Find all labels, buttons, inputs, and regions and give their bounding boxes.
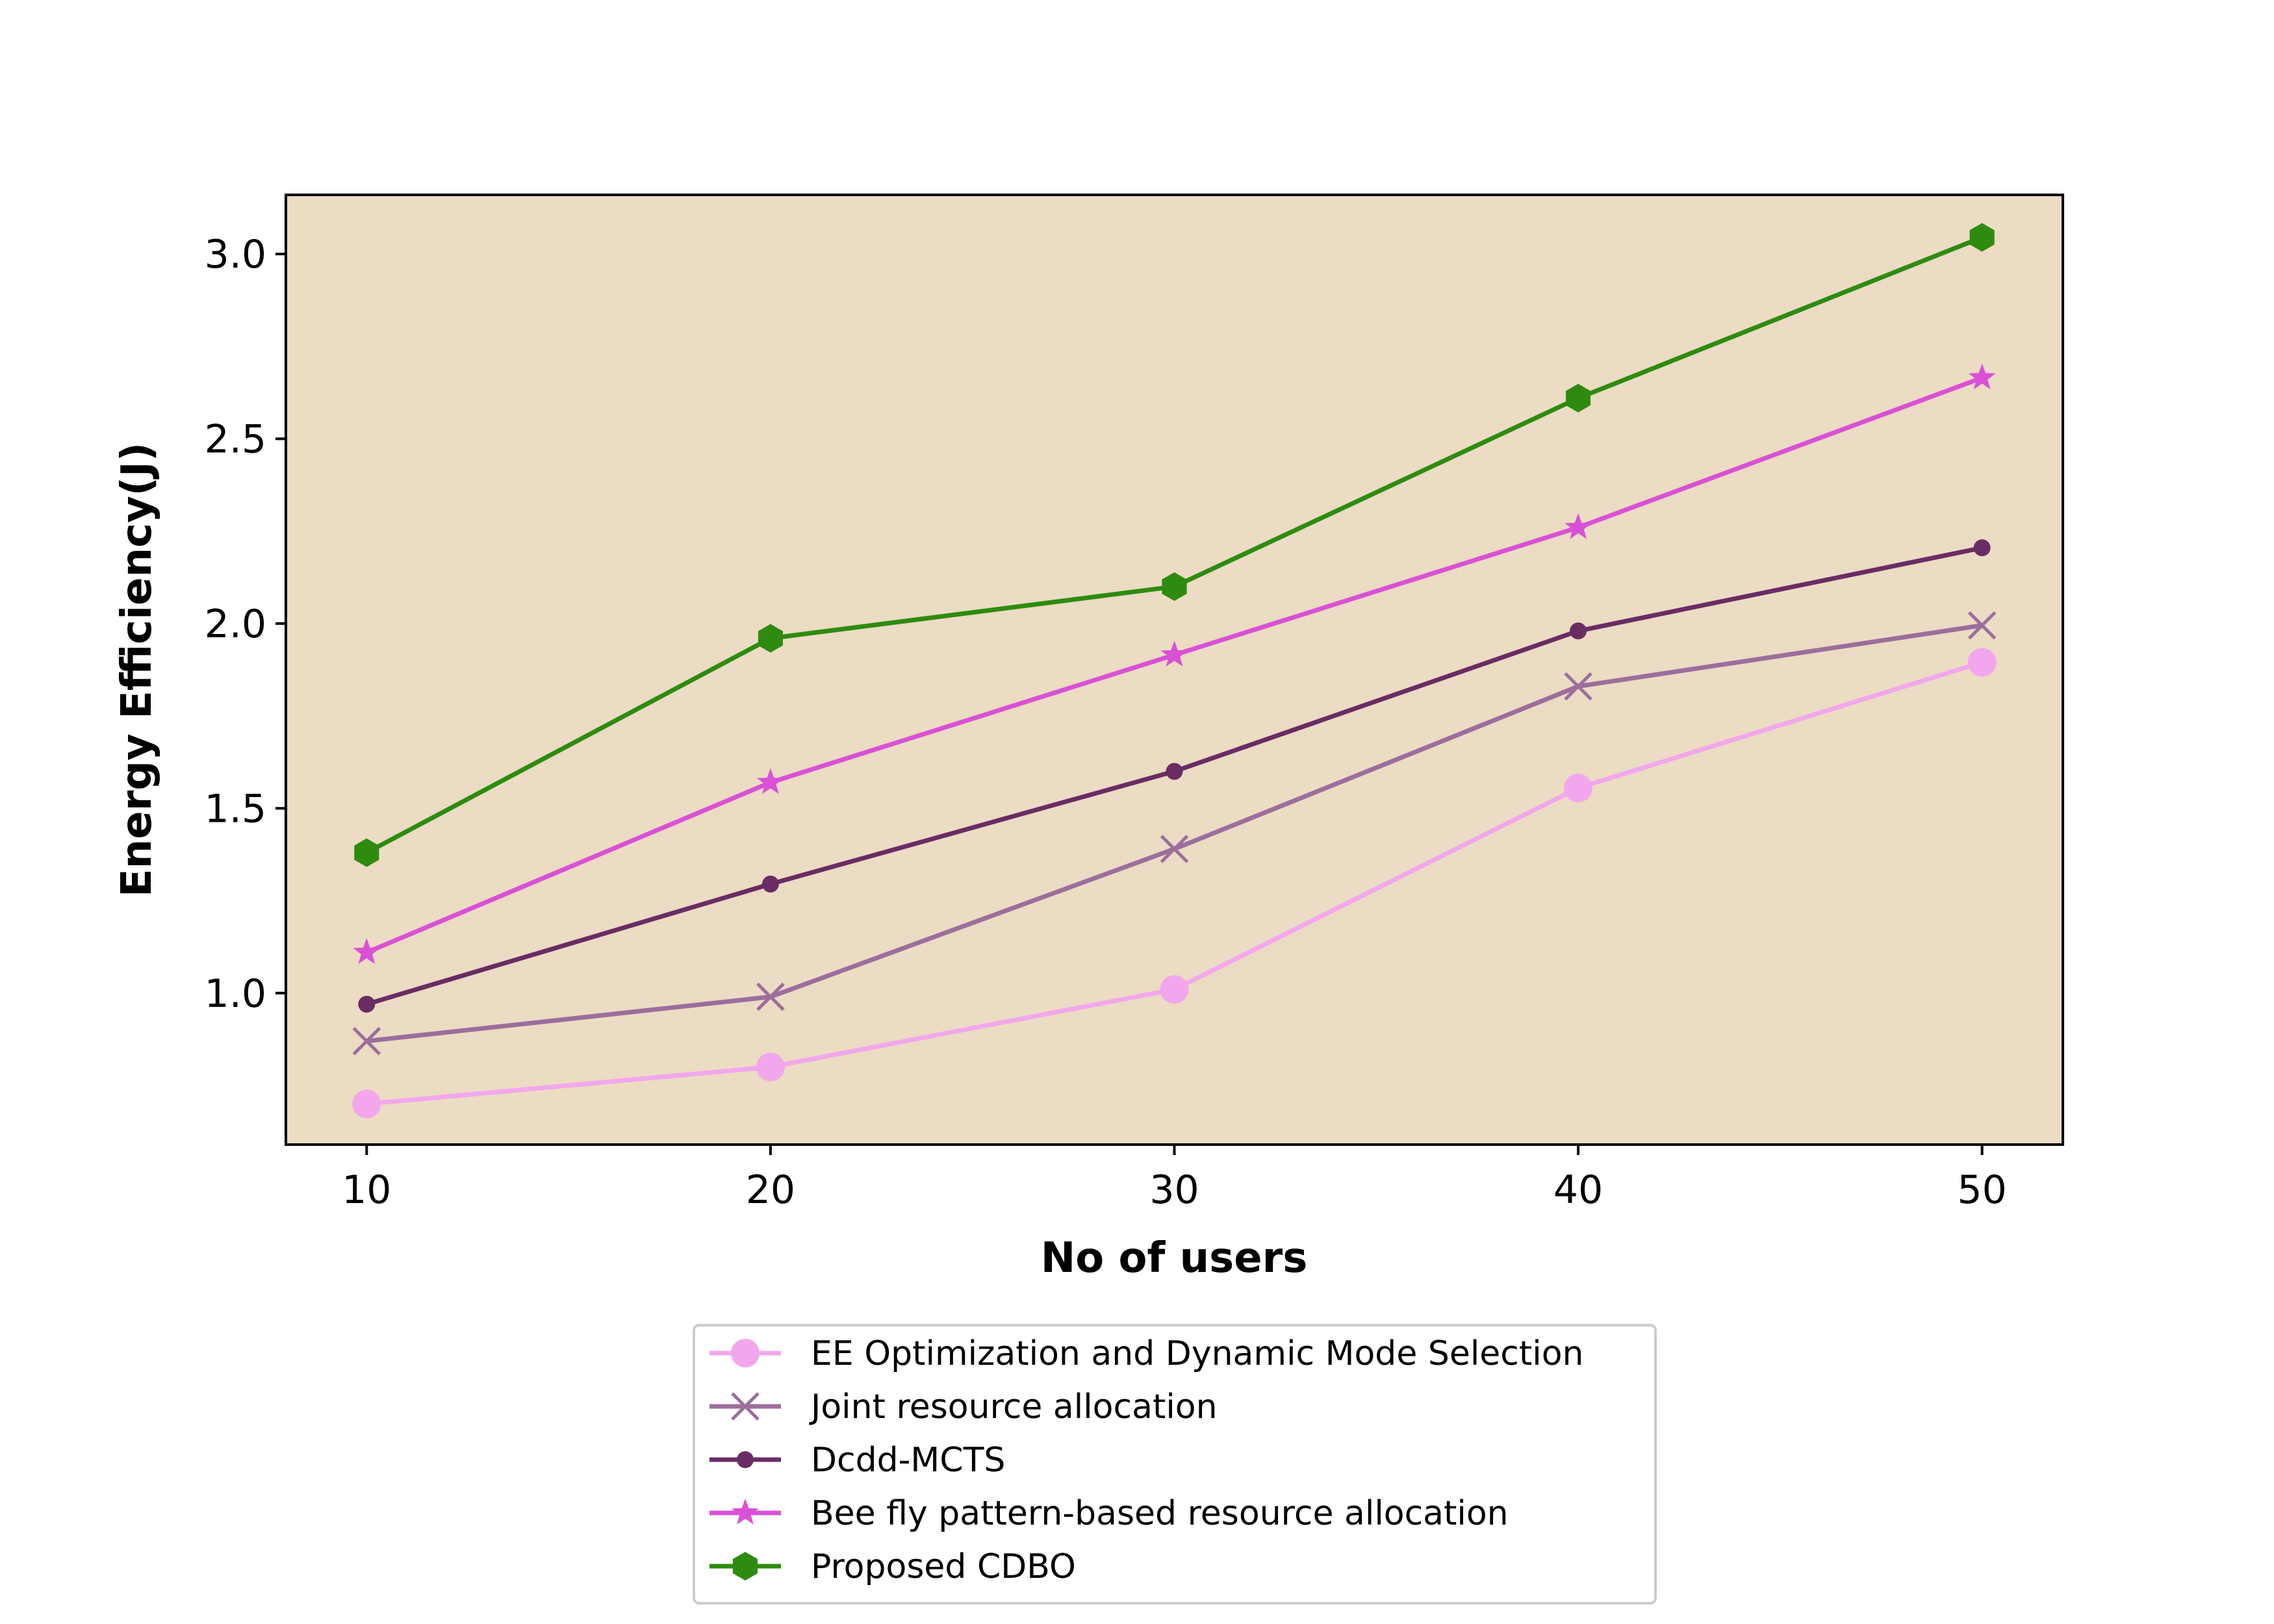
- x-tick-label: 50: [1958, 1167, 2007, 1213]
- data-point: [1969, 223, 1995, 252]
- legend-label: Joint resource allocation: [809, 1388, 1218, 1427]
- legend-label: Proposed CDBO: [811, 1547, 1076, 1586]
- y-tick-label: 1.5: [205, 786, 266, 831]
- legend-marker: [737, 1451, 754, 1468]
- data-point: [761, 875, 779, 893]
- x-tick-label: 30: [1149, 1167, 1199, 1213]
- y-axis-title: Energy Efficiency(J): [113, 442, 161, 897]
- legend-marker: [732, 1552, 758, 1580]
- series-3: [353, 363, 1996, 964]
- data-point: [1968, 363, 1996, 390]
- series-4: [354, 223, 1995, 867]
- data-point: [757, 768, 784, 794]
- series-1: [352, 611, 1997, 1056]
- legend-box: [693, 1324, 1657, 1605]
- data-point: [1166, 763, 1183, 780]
- legend-label: Dcdd-MCTS: [811, 1441, 1005, 1480]
- data-point: [1162, 572, 1187, 601]
- legend-marker: [731, 1339, 760, 1367]
- y-tick-label: 1.0: [205, 971, 266, 1017]
- data-point: [1967, 611, 1997, 640]
- data-point: [1565, 513, 1592, 539]
- data-point: [1160, 641, 1188, 666]
- series-2: [358, 539, 1991, 1013]
- data-point: [352, 1026, 381, 1056]
- legend: EE Optimization and Dynamic Mode Selecti…: [693, 1324, 1657, 1605]
- data-point: [353, 938, 381, 964]
- y-axis: 1.0 1.5 2.0 2.5 3.0: [205, 232, 286, 1017]
- data-point: [1160, 835, 1189, 863]
- data-point: [1564, 774, 1593, 803]
- y-tick-label: 2.5: [205, 416, 266, 462]
- y-tick-label: 3.0: [205, 232, 266, 277]
- legend-item: Proposed CDBO: [709, 1547, 1076, 1586]
- y-tick-label: 2.0: [205, 602, 266, 647]
- x-axis-title: No of users: [1041, 1234, 1308, 1282]
- data-point: [1967, 648, 1997, 677]
- series-layer: [352, 223, 1997, 1119]
- legend-item: Bee fly pattern-based resource allocatio…: [709, 1494, 1509, 1533]
- data-point: [352, 1089, 381, 1119]
- data-point: [756, 1052, 785, 1082]
- legend-item: Joint resource allocation: [709, 1388, 1218, 1427]
- data-point: [1160, 975, 1189, 1004]
- data-point: [354, 838, 379, 867]
- data-point: [358, 995, 376, 1013]
- x-tick-label: 20: [746, 1167, 795, 1213]
- data-point: [756, 982, 785, 1011]
- series-0: [352, 648, 1997, 1119]
- x-tick-label: 40: [1553, 1167, 1603, 1213]
- data-point: [1566, 383, 1591, 412]
- legend-label: Bee fly pattern-based resource allocatio…: [811, 1494, 1509, 1533]
- x-axis: 10 20 30 40 50: [342, 1145, 2007, 1213]
- data-point: [1570, 622, 1587, 640]
- legend-item: Dcdd-MCTS: [709, 1441, 1005, 1480]
- legend-label: EE Optimization and Dynamic Mode Selecti…: [811, 1334, 1583, 1373]
- legend-marker: [731, 1392, 760, 1421]
- data-point: [1564, 672, 1592, 701]
- data-point: [758, 624, 783, 653]
- legend-item: EE Optimization and Dynamic Mode Selecti…: [709, 1334, 1583, 1373]
- x-tick-label: 10: [342, 1167, 391, 1213]
- legend-marker: [732, 1499, 759, 1525]
- data-point: [1973, 539, 1991, 557]
